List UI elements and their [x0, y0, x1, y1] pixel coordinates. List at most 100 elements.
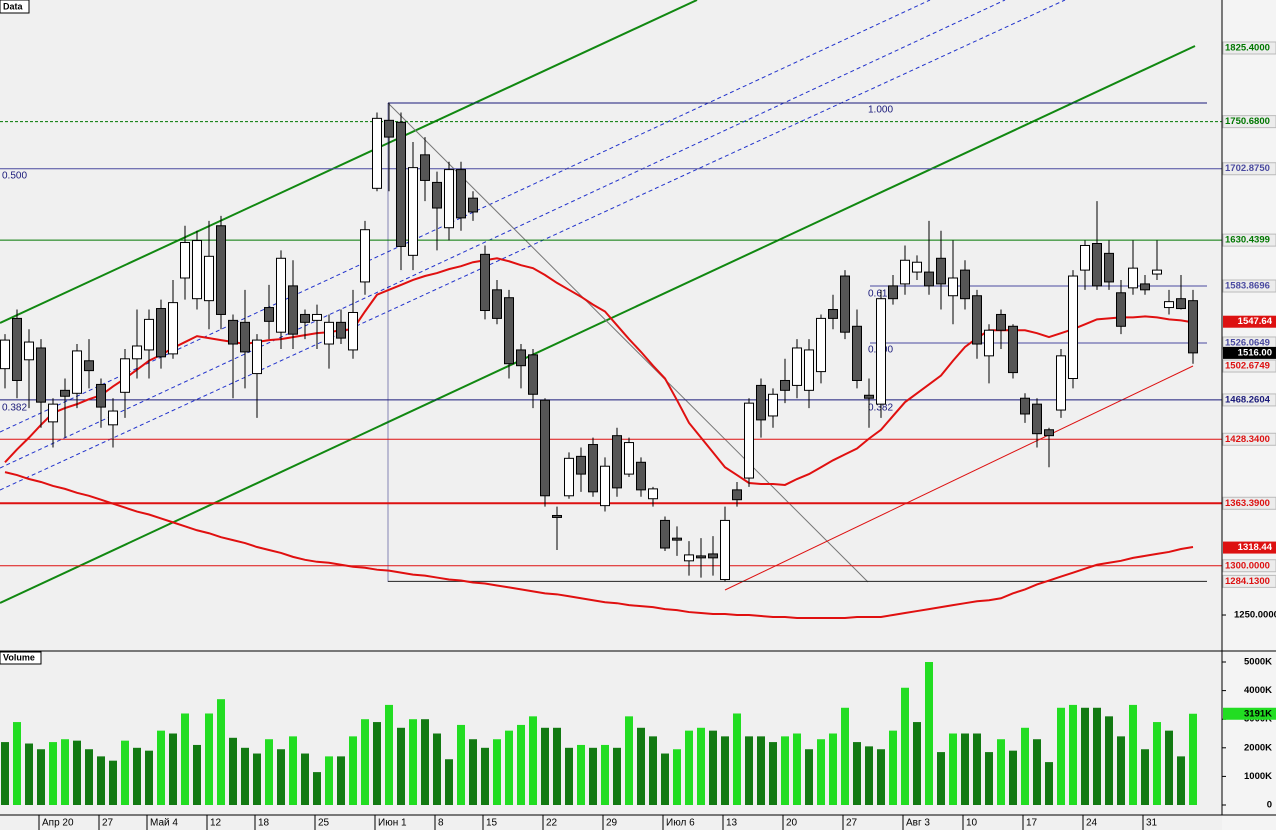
- candle-body: [96, 383, 106, 408]
- volume-bar: [841, 707, 849, 805]
- volume-bar: [613, 747, 621, 805]
- panel-title: Volume: [3, 652, 35, 662]
- volume-bar: [673, 749, 681, 805]
- level-label: 1750.6800: [1225, 116, 1270, 127]
- candle-body: [648, 488, 658, 500]
- candle-body: [468, 197, 478, 213]
- trend-line: [387, 102, 869, 583]
- panel-title-box: [0, 0, 30, 14]
- candle-body: [324, 321, 334, 345]
- volume-bar: [793, 733, 801, 805]
- volume-bar: [97, 756, 105, 805]
- level-label-box: [1222, 574, 1276, 588]
- candle-body: [720, 519, 730, 581]
- moving-average: [4, 257, 1194, 486]
- candle-body: [144, 318, 154, 351]
- volume-bar: [337, 756, 345, 805]
- channel-line: [0, 0, 1066, 491]
- volume-bar: [265, 739, 273, 805]
- level-label-box: [1222, 162, 1276, 176]
- volume-bar: [589, 747, 597, 805]
- volume-bar: [157, 730, 165, 805]
- candle-body: [1056, 355, 1066, 411]
- level-label-box: [1223, 541, 1276, 554]
- candle-body: [1068, 275, 1078, 380]
- candle-body: [384, 119, 394, 138]
- candle-body: [1008, 325, 1018, 374]
- volume-bar: [1153, 722, 1161, 805]
- x-tick-label: 31: [1146, 818, 1158, 829]
- volume-bar: [1165, 730, 1173, 805]
- volume-bar: [745, 736, 753, 805]
- volume-bar: [289, 736, 297, 805]
- x-tick-label: 18: [258, 818, 270, 829]
- volume-bar: [1045, 762, 1053, 805]
- volume-bar: [109, 760, 117, 805]
- candle-body: [396, 121, 406, 247]
- candle-body: [120, 358, 130, 393]
- candle-body: [792, 347, 802, 386]
- x-tick-label: 8: [438, 818, 444, 829]
- candle-body: [660, 519, 670, 549]
- volume-bar: [121, 740, 129, 805]
- x-tick-label: Авг 3: [906, 818, 930, 829]
- candle-body: [1128, 267, 1138, 289]
- volume-bar: [865, 746, 873, 805]
- volume-bar: [805, 749, 813, 805]
- y-tick-label: 1000K: [1244, 771, 1272, 782]
- volume-plot: [1, 662, 1197, 805]
- candle-body: [900, 259, 910, 285]
- volume-bar: [985, 752, 993, 805]
- volume-bar: [241, 747, 249, 805]
- volume-bar: [469, 739, 477, 805]
- volume-bar: [769, 742, 777, 805]
- x-tick-label: 15: [486, 818, 498, 829]
- volume-bar: [1, 742, 9, 805]
- level-label-box: [1223, 315, 1276, 328]
- volume-bar: [949, 733, 957, 805]
- volume-bar: [697, 727, 705, 805]
- candle-body: [276, 257, 286, 333]
- x-tick-label: 13: [726, 818, 738, 829]
- volume-bar: [25, 743, 33, 805]
- x-tick-label: 29: [606, 818, 618, 829]
- volume-bar: [733, 713, 741, 805]
- axis-background: [1222, 0, 1276, 830]
- candle-body: [564, 457, 574, 497]
- candle-body: [1176, 298, 1186, 310]
- candle-body: [888, 285, 898, 300]
- candle-body: [984, 329, 994, 357]
- candle-body: [48, 403, 58, 423]
- volume-bar: [577, 744, 585, 805]
- candle-body: [684, 554, 694, 562]
- candle-body: [636, 461, 646, 491]
- candle-body: [252, 339, 262, 375]
- candle-body: [780, 379, 790, 391]
- x-tick-label: 24: [1086, 818, 1098, 829]
- y-tick-label: 0: [1267, 800, 1272, 811]
- volume-bar: [649, 736, 657, 805]
- candle-body: [612, 435, 622, 489]
- level-label: 1318.44: [1238, 542, 1273, 553]
- volume-bar: [397, 727, 405, 805]
- level-label-box: [1223, 346, 1276, 359]
- x-tick-label: 12: [210, 818, 222, 829]
- candle-body: [180, 242, 190, 279]
- volume-bar: [637, 727, 645, 805]
- x-tick-label: Июл 6: [666, 818, 695, 829]
- candle-body: [312, 313, 322, 321]
- level-label: 1300.0000: [1225, 560, 1270, 571]
- x-tick-label: 20: [786, 818, 798, 829]
- volume-bar: [913, 722, 921, 805]
- level-label: 1547.64: [1238, 316, 1273, 327]
- candle-body: [744, 402, 754, 479]
- volume-bar: [457, 724, 465, 805]
- volume-bar: [301, 753, 309, 805]
- candle-body: [996, 313, 1006, 331]
- value-label: 3191K: [1244, 708, 1272, 719]
- channel-line: [0, 45, 1196, 604]
- candle-body: [348, 311, 358, 351]
- axes: 1250.0000 1825.4000 1750.6800 1702.8750 1630…: [38, 41, 1276, 830]
- volume-bar: [73, 740, 81, 805]
- level-label-box: [1222, 359, 1276, 373]
